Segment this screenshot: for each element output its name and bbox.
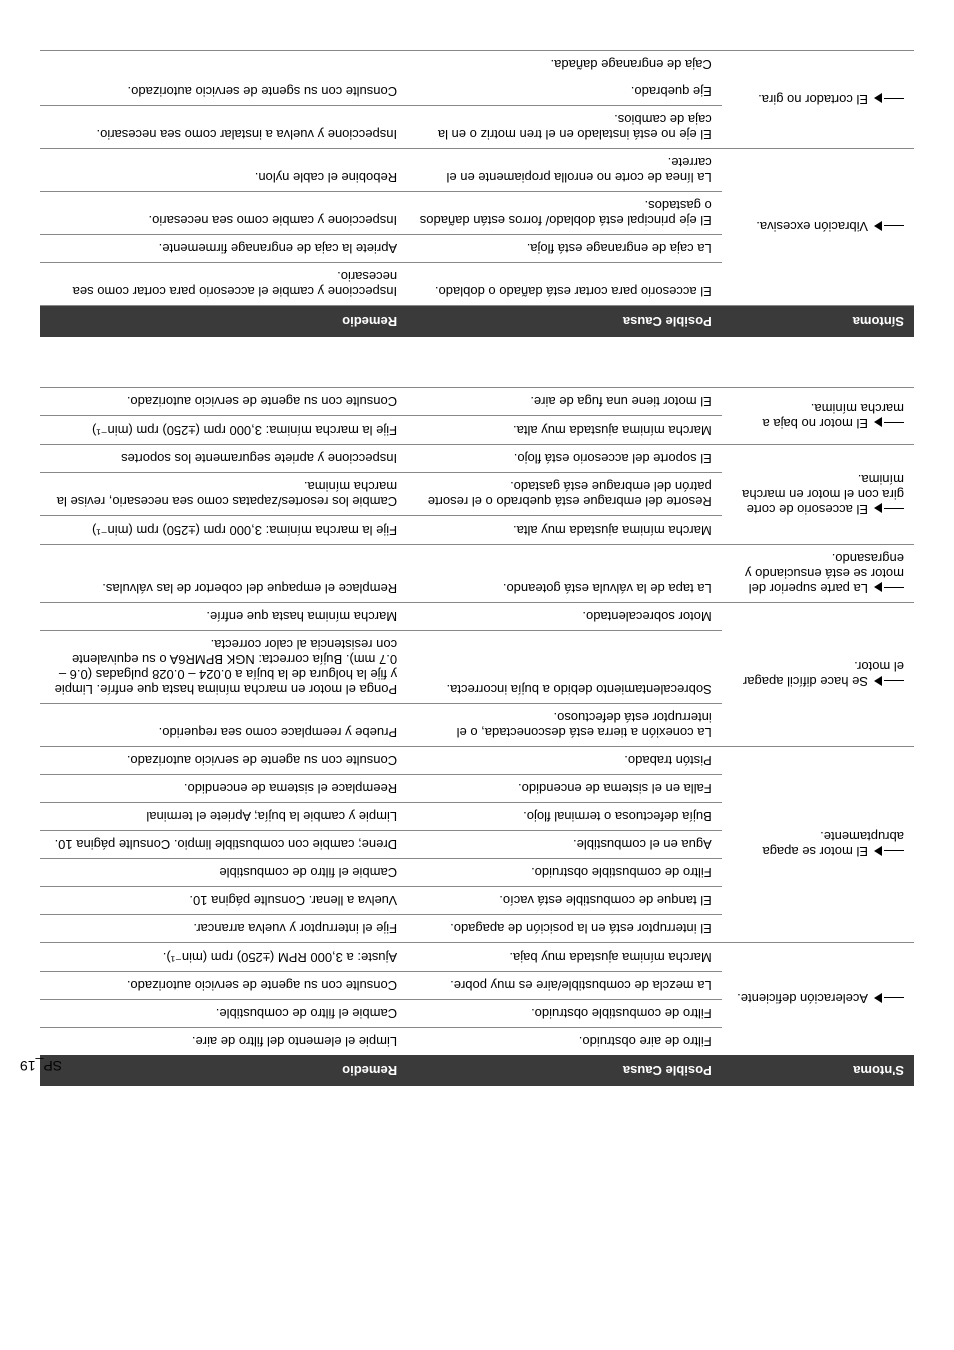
cell: La caja de engranage está floja. <box>407 235 722 263</box>
cell: Pistón trabado. <box>407 747 722 775</box>
cell: Consulte con su agente de servicio autor… <box>40 388 407 416</box>
cell: Fije la marcha mínima: 3,000 rpm (±250) … <box>40 416 407 445</box>
cell: Inspeccione y cambie el accesorio para c… <box>40 263 407 306</box>
cell: Vuelva a llenar. Consulte página 10. <box>40 887 407 915</box>
cell: Consulte con su sgente de servicio autor… <box>40 51 407 106</box>
troubleshooting-table-1: S'ntoma Posible Causa Remedio Aceleració… <box>40 387 914 1086</box>
cell: La conexión a tierra está desconectada, … <box>407 704 722 747</box>
cell: Marcha mínima hasta que enfríe. <box>40 603 407 631</box>
cell: Vibración excesiva. <box>756 220 868 235</box>
header-cause: Posible Causa <box>407 1055 722 1086</box>
cell: Remplace el empaque del cobertor de las … <box>40 545 407 603</box>
cell: Sobrecalentamiento debido a bujía incorr… <box>407 631 722 704</box>
cell: Filtro de combustible obstruido. <box>407 859 722 887</box>
cell: Consulte con su agente de servicio autor… <box>40 972 407 1000</box>
table-row: El cortador no gira. El eje no está inst… <box>40 106 914 149</box>
cell: La línea de corte no enrolla propiamente… <box>407 149 722 192</box>
cell: Marcha mínima ajustada muy alta. <box>407 516 722 545</box>
page-number: SP_19 <box>20 1058 62 1074</box>
table-row: La parte superior del motor se está ensu… <box>40 545 914 603</box>
cell: Aceleración deficiente. <box>737 992 868 1007</box>
table-row: El motor no baja a marcha mínima. Marcha… <box>40 416 914 445</box>
cell: El cortador no gira. <box>758 92 868 107</box>
cell: Limpie y cambie la bujía; Apriete el ter… <box>40 803 407 831</box>
cell: El motor tiene una fuga de aire. <box>407 388 722 416</box>
cell: Motor sobrecalentado. <box>407 603 722 631</box>
table-row: Aceleración deficiente. Filtro de aire o… <box>40 1028 914 1056</box>
cell: Fije el interruptor y vuelva arrancar. <box>40 915 407 943</box>
cell: El tanque de combustible está vacío. <box>407 887 722 915</box>
cell: Marcha mínima ajustada muy baja. <box>407 943 722 972</box>
cell: Ponga el motor en marcha mínima hasta qu… <box>40 631 407 704</box>
cell: Caja de engranage dañada. <box>407 51 722 79</box>
cell: Agua en el combustible. <box>407 831 722 859</box>
header-symptom: S'ntoma <box>722 1055 914 1086</box>
cell: Resorte del embrague está quebrado o el … <box>407 473 722 516</box>
cell: Inspeccione y vuelva a instalar como sea… <box>40 106 407 149</box>
cell: Bujía defectuosa o terminal flojo. <box>407 803 722 831</box>
cell: Reemplace el sistema de encendido. <box>40 775 407 803</box>
cell: Cambie el filtro de combustible. <box>40 1000 407 1028</box>
cell: La tapa de la válvula está goteando. <box>407 545 722 603</box>
table-row: El motor se apaga abruptamente. El inter… <box>40 915 914 943</box>
cell: Cambie el filtro de combustible <box>40 859 407 887</box>
cell: Eje quebrado. <box>407 78 722 106</box>
table-row: Vibración excesiva. El accesorio para co… <box>40 263 914 306</box>
cell: Pruebe y reemplace como sea requerido. <box>40 704 407 747</box>
header-cause: Posible Causa <box>407 306 722 338</box>
cell: La mezcla de combustible/aire es muy pob… <box>407 972 722 1000</box>
header-remedy: Remedio <box>40 306 407 338</box>
troubleshooting-table-2: Síntoma Posible Causa Remedio Vibración … <box>40 50 914 337</box>
cell: El motor no baja a marcha mínima. <box>762 401 904 431</box>
cell: Drene; cambie con combustible limpio. Co… <box>40 831 407 859</box>
cell: Limpie el elemento del filtro de aire. <box>40 1028 407 1056</box>
table-header-row: Síntoma Posible Causa Remedio <box>40 306 914 338</box>
cell: El accesorio para cortar está dañado o d… <box>407 263 722 306</box>
cell: Filtro de aire obstruido. <box>407 1028 722 1056</box>
cell: El motor se apaga abruptamente. <box>762 830 904 860</box>
cell: Filtro de combustible obstruido. <box>407 1000 722 1028</box>
cell: Inspeccione y apriete seguramente los so… <box>40 445 407 473</box>
header-remedy: Remedio <box>40 1055 407 1086</box>
cell: Marcha mínima ajustada muy alta. <box>407 416 722 445</box>
table-row: Se hace difícil apagar el motor. La cone… <box>40 704 914 747</box>
cell: Consulte con su agente de servicio autor… <box>40 747 407 775</box>
cell: El eje principal está doblado/ forros es… <box>407 192 722 235</box>
cell: Cambie los resortes/zapatas como sea nec… <box>40 473 407 516</box>
cell: Inspeccione y cambie como sea necesario. <box>40 192 407 235</box>
cell: Ajuste: a 3,000 RPM (±250) rpm (min⁻¹). <box>40 943 407 972</box>
cell: El soporte del accesorio está flojo. <box>407 445 722 473</box>
cell: El interruptor está en la posición de ap… <box>407 915 722 943</box>
cell: El eje no está instalado en el tren motr… <box>407 106 722 149</box>
cell: Apriete la caja de engranage firmemente. <box>40 235 407 263</box>
header-symptom: Síntoma <box>722 306 914 338</box>
cell: Rebobine el cable nylon. <box>40 149 407 192</box>
table-row: El accesorio de corte gira con el motor … <box>40 516 914 545</box>
cell: Falla en el sistema de encendido. <box>407 775 722 803</box>
cell: Fije la marcha mínima: 3,000 rpm (±250) … <box>40 516 407 545</box>
